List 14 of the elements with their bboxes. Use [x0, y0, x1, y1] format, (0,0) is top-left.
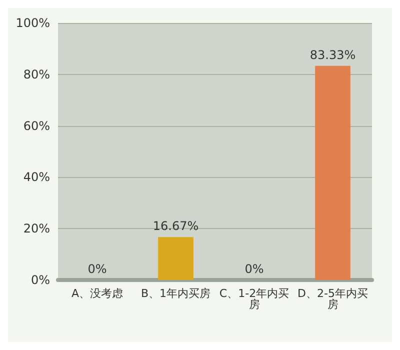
- y-tick-label: 20%: [23, 222, 50, 236]
- x-tick-label: C、1-2年内买房: [219, 287, 290, 311]
- x-tick-label: D、2-5年内买房: [298, 287, 368, 311]
- data-label: 83.33%: [310, 48, 356, 62]
- x-tick-label: B、1年内买房: [140, 287, 211, 300]
- y-tick-label: 80%: [23, 67, 50, 82]
- y-tick-label: 40%: [23, 170, 50, 184]
- x-tick-label: A、没考虑: [71, 287, 124, 300]
- y-tick-label: 100%: [16, 16, 50, 30]
- data-label: 0%: [88, 262, 107, 276]
- y-tick-label: 0%: [30, 273, 50, 287]
- y-tick-label: 60%: [23, 118, 50, 133]
- data-label: 0%: [244, 262, 264, 276]
- data-label: 16.67%: [152, 219, 199, 234]
